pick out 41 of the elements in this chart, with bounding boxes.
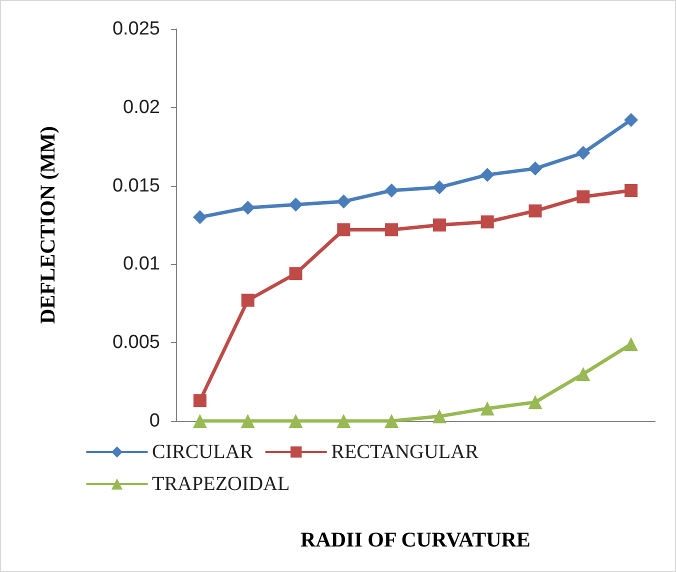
y-axis-title: DEFLECTION (MM) <box>36 126 60 324</box>
point <box>193 394 206 408</box>
point <box>288 198 303 212</box>
y-tick-label: 0 <box>149 410 160 432</box>
point <box>576 146 590 160</box>
point <box>240 414 255 428</box>
y-tick-label: 0.01 <box>123 254 160 275</box>
point <box>528 395 542 410</box>
point <box>528 204 542 218</box>
point <box>241 294 254 307</box>
y-tick-label: 0.015 <box>112 175 160 196</box>
point <box>289 267 302 280</box>
point <box>384 184 399 198</box>
point <box>480 215 494 228</box>
point <box>528 162 542 176</box>
point <box>384 414 399 428</box>
point <box>385 223 398 236</box>
legend-label: TRAPEZOIDAL <box>152 473 290 495</box>
legend-label: CIRCULAR <box>152 441 254 463</box>
point <box>192 414 207 428</box>
y-tick-label: 0.005 <box>112 332 160 354</box>
y-tick-label: 0.025 <box>112 18 160 40</box>
x-axis-title: RADII OF CURVATURE <box>300 528 530 552</box>
point <box>192 210 207 224</box>
point <box>336 194 351 208</box>
point <box>576 366 590 381</box>
point <box>624 184 638 198</box>
point <box>480 401 494 416</box>
point <box>576 190 590 204</box>
point <box>432 218 446 232</box>
point <box>480 168 494 182</box>
legend-label: RECTANGULAR <box>331 441 480 463</box>
point <box>288 414 303 428</box>
point <box>240 200 255 215</box>
point <box>337 223 350 236</box>
point <box>624 337 638 352</box>
y-tick-label: 0.02 <box>123 96 160 118</box>
point <box>432 409 446 424</box>
point <box>624 112 638 127</box>
point <box>432 180 446 194</box>
point <box>336 414 351 428</box>
